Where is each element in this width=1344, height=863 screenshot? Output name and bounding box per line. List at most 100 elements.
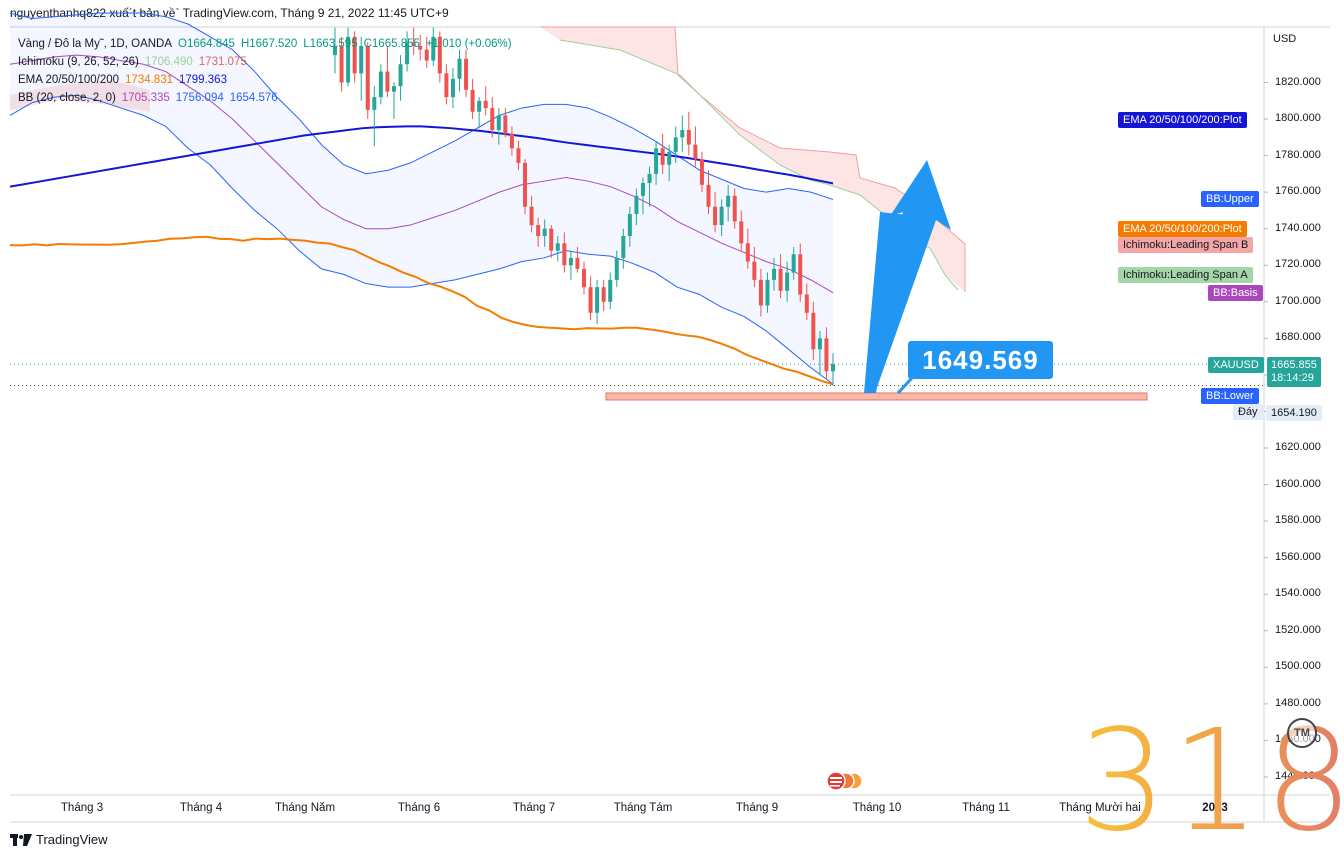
legend-ichimoku-v1: 1706.490	[144, 56, 193, 68]
countdown-value: 18:14:29	[1271, 372, 1314, 384]
y-tick-label: 1500.000	[1275, 660, 1321, 673]
candle-body	[824, 338, 829, 372]
candle-body	[752, 261, 757, 280]
candle-body	[680, 130, 685, 138]
economic-events-icon[interactable]	[824, 771, 864, 791]
candle	[516, 140, 521, 171]
candle	[333, 27, 337, 74]
candle	[444, 64, 449, 105]
candle	[739, 210, 744, 251]
bb-basis-line	[9, 54, 834, 294]
candle-body	[333, 45, 337, 56]
span-a-price-label: Ichimoku:Leading Span A	[1118, 267, 1253, 283]
candle-body	[831, 363, 835, 372]
candle	[824, 327, 829, 379]
candle	[431, 27, 436, 67]
candle	[595, 279, 600, 324]
legend-bb-row[interactable]: BB (20, close, 2, 0) 1705.335 1756.094 1654…	[18, 89, 518, 107]
candle-body	[601, 287, 606, 302]
candle-body	[778, 268, 783, 291]
x-tick-label: 2023	[1202, 802, 1228, 814]
candle	[411, 27, 416, 56]
legend-bb-v1: 1705.335	[121, 92, 170, 104]
legend-symbol-row[interactable]: Vàng / Đô la My˜, 1D, OANDA O1664.845 H166…	[18, 35, 518, 53]
x-tick-label: Tháng 9	[735, 802, 779, 814]
candle-body	[595, 287, 600, 313]
y-tick-label: 1620.000	[1275, 441, 1321, 453]
price-callout[interactable]: 1649.569	[908, 341, 1053, 379]
candle	[470, 78, 475, 120]
candle-body	[424, 49, 429, 61]
candle	[732, 188, 737, 229]
candle-body	[385, 71, 390, 92]
candle	[549, 225, 554, 258]
legend-ichimoku-name: Ichimoku (9, 26, 52, 26)	[18, 56, 139, 68]
candle	[608, 272, 613, 310]
bb-upper-price-label: BB:Upper	[1201, 191, 1259, 207]
tradingview-logo-icon	[10, 833, 32, 846]
candle-body	[614, 257, 619, 280]
candle-body	[450, 78, 455, 98]
candle	[529, 195, 534, 233]
y-tick-label: 1560.000	[1275, 550, 1321, 563]
bb-basis-price-label: BB:Basis	[1208, 285, 1263, 301]
legend-ema-v1: 1734.831	[125, 74, 173, 86]
candle	[418, 34, 423, 61]
candle	[582, 261, 586, 295]
legend-ema-row[interactable]: EMA 20/50/100/200 1734.831 1799.363	[18, 71, 518, 89]
legend-ema-v2: 1799.363	[179, 74, 227, 86]
bollinger-bands	[9, 12, 834, 385]
x-tick-label: Tháng 10	[852, 802, 902, 814]
candle-body	[713, 206, 718, 226]
candle-body	[437, 36, 442, 74]
candle-body	[444, 73, 449, 98]
y-tick-label: 1720.000	[1275, 258, 1321, 271]
candle	[621, 228, 626, 269]
y-tick-label: 1680.000	[1275, 331, 1321, 344]
currency-label[interactable]: USD	[1273, 33, 1297, 45]
candle-body	[660, 148, 665, 165]
candle	[667, 144, 672, 182]
candle	[555, 236, 560, 262]
candle-body	[791, 254, 796, 273]
candle-body	[726, 195, 731, 207]
candle	[640, 177, 645, 215]
candle-body	[470, 89, 475, 112]
candle	[726, 184, 731, 222]
candle	[693, 126, 698, 167]
candle-body	[378, 71, 383, 98]
y-tick-label: 1780.000	[1275, 148, 1321, 161]
legend-bb-v2: 1756.094	[175, 92, 224, 104]
candle	[654, 140, 659, 185]
candle-body	[621, 236, 626, 258]
candle-body	[765, 279, 770, 306]
candle	[817, 331, 822, 375]
last-price-value: 1665.855	[1271, 359, 1317, 371]
candle-body	[817, 338, 822, 350]
tradingview-logo[interactable]: TradingView	[10, 832, 108, 847]
candle	[359, 36, 364, 101]
candle-body	[555, 243, 560, 251]
x-tick-label: Tháng Mười hai	[1059, 802, 1141, 814]
candle-body	[529, 206, 534, 226]
bb-lower-price-label: BB:Lower	[1201, 388, 1259, 404]
ema-orange-line	[9, 235, 834, 386]
candle	[647, 166, 652, 207]
leading-span-a-line	[559, 39, 959, 291]
candle-body	[804, 294, 809, 313]
candle	[798, 243, 803, 302]
candle-body	[391, 86, 396, 92]
candle	[437, 31, 442, 83]
up-arrow-shaft	[864, 212, 908, 393]
legend-ichimoku-v2: 1731.075	[198, 56, 247, 68]
candle	[627, 206, 632, 247]
y-tick-label: 1540.000	[1275, 587, 1321, 600]
candle	[713, 192, 718, 233]
bb-upper-line	[9, 12, 834, 200]
candle	[791, 246, 796, 280]
legend-ichimoku-row[interactable]: Ichimoku (9, 26, 52, 26) 1706.490 1731.075	[18, 53, 518, 71]
candle-body	[640, 183, 645, 196]
candle-body	[667, 151, 672, 165]
candle-body	[811, 312, 816, 350]
